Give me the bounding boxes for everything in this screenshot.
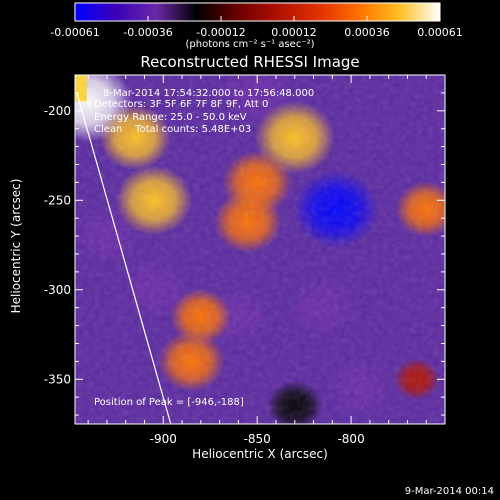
peak-position-label: Position of Peak = [-946,-188]: [94, 397, 244, 408]
limb-line: [76, 92, 172, 424]
colorbar-tick-label: -0.00012: [196, 26, 246, 39]
heatmap-texture: [75, 75, 445, 424]
y-axis-label: Heliocentric Y (arcsec): [9, 178, 23, 314]
x-axis-label: Heliocentric X (arcsec): [192, 447, 328, 461]
axes: -900 -850 -800 -200 -250 -300 -350: [44, 74, 445, 446]
colorbar-ticks: [74, 16, 441, 21]
y-tick-label: -200: [44, 104, 71, 118]
footer-date: 9-Mar-2014 00:14: [404, 486, 494, 497]
colorbar: [74, 2, 441, 22]
plot-frame: [74, 74, 446, 425]
colorbar-tick-label: 0.00012: [271, 26, 317, 39]
y-tick-label: -300: [44, 283, 71, 297]
chart-title: Reconstructed RHESSI Image: [140, 53, 360, 71]
colorbar-tick-label: -0.00061: [50, 26, 100, 39]
x-tick-label: -900: [150, 432, 177, 446]
detectors-label: Detectors: 3F 5F 6F 7F 8F 9F, Att 0: [94, 99, 269, 110]
x-tick-label: -850: [244, 432, 271, 446]
x-tick-label: -800: [337, 432, 364, 446]
y-tick-label: -350: [44, 372, 71, 386]
colorbar-gradient: [74, 2, 441, 22]
clean-counts-label: Clean Total counts: 5.48E+03: [94, 124, 252, 135]
colorbar-tick-label: 0.00061: [417, 26, 463, 39]
time-range-label: 8-Mar-2014 17:54:32.000 to 17:56:48.000: [103, 88, 315, 99]
colorbar-units: (photons cm⁻² s⁻¹ asec⁻²): [185, 39, 315, 50]
y-tick-label: -250: [44, 193, 71, 207]
colorbar-tick-label: -0.00036: [123, 26, 173, 39]
colorbar-tick-label: 0.00036: [344, 26, 390, 39]
energy-range-label: Energy Range: 25.0 - 50.0 keV: [94, 112, 247, 123]
